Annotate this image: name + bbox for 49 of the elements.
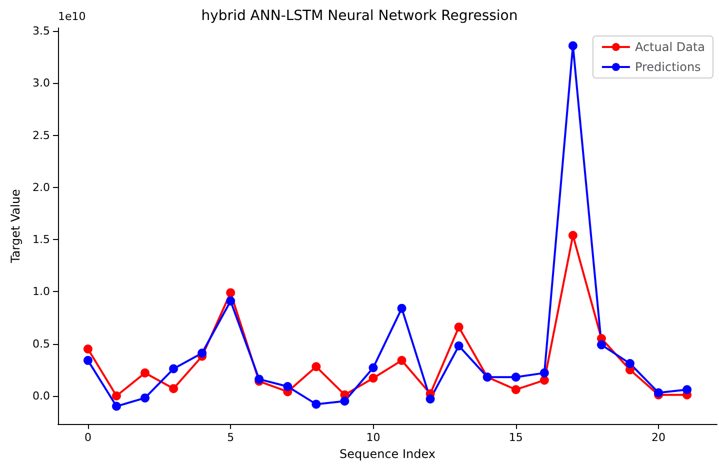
x-tick-label: 5: [227, 431, 234, 444]
y-tick-label: 0.0: [32, 389, 50, 402]
chart-title: hybrid ANN-LSTM Neural Network Regression: [201, 8, 518, 24]
legend-label: Predictions: [634, 60, 701, 74]
point: [283, 382, 292, 391]
y-tick-label: 3.0: [32, 76, 50, 90]
point: [596, 340, 606, 350]
y-tick-label: 1.5: [32, 233, 50, 246]
point: [682, 385, 692, 394]
point: [169, 364, 178, 374]
x-tick-label: 15: [508, 431, 523, 444]
point: [454, 341, 464, 350]
point: [140, 393, 150, 402]
point: [226, 296, 236, 306]
legend-label: Actual Data: [634, 40, 705, 54]
y-tick-label: 2.5: [32, 128, 50, 142]
point: [397, 356, 406, 365]
point: [169, 384, 178, 394]
y-axis-title: Target Value: [8, 189, 23, 264]
point: [368, 363, 378, 372]
x-tick-label: 10: [366, 431, 380, 444]
point: [83, 344, 92, 354]
point: [626, 359, 634, 368]
y-tick-label: 0.5: [32, 337, 50, 350]
point: [568, 41, 578, 50]
x-tick-label: 20: [652, 431, 666, 444]
point: [198, 348, 207, 358]
point: [568, 230, 578, 240]
point: [511, 372, 520, 382]
point: [226, 288, 236, 298]
point: [140, 368, 150, 378]
point: [83, 356, 92, 365]
point: [312, 400, 321, 409]
point: [454, 322, 464, 332]
y-tick-label: 2.0: [32, 180, 50, 194]
text: 1e10: [58, 10, 86, 23]
point: [368, 374, 378, 383]
point: [511, 385, 520, 394]
y-tick-label: 3.5: [32, 24, 50, 38]
point: [312, 362, 321, 372]
point: [426, 394, 435, 404]
point: [540, 368, 549, 378]
point: [112, 402, 121, 411]
point: [397, 304, 406, 313]
y-tick-label: 1.0: [32, 285, 50, 298]
x-axis-title: Sequence Index: [339, 447, 436, 461]
point: [340, 396, 350, 406]
point: [112, 391, 121, 400]
x-tick-label: 0: [84, 431, 92, 444]
